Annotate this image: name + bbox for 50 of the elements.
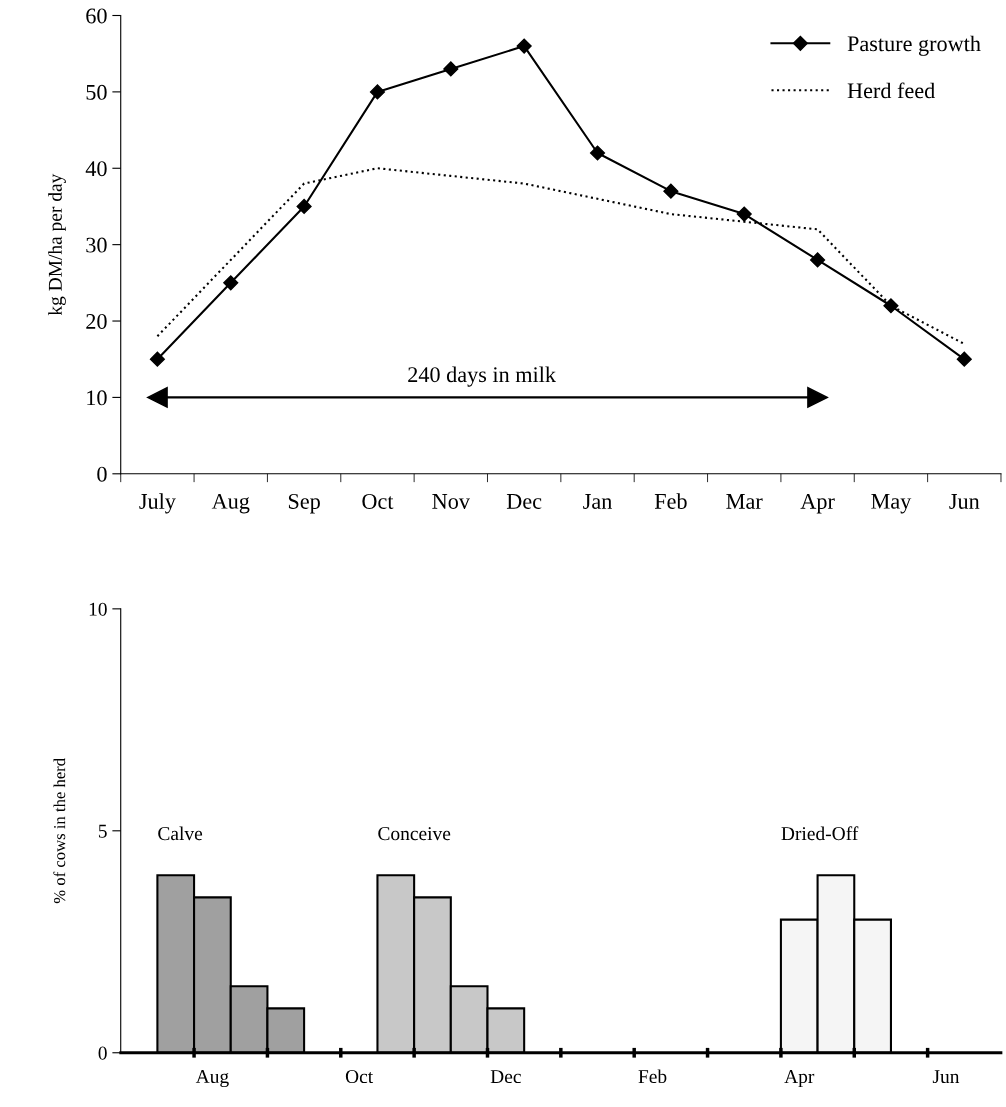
point [810, 252, 826, 268]
x-tick-label: Sep [288, 493, 320, 514]
y-tick-label: 20 [86, 313, 107, 329]
y-tick-label: 10 [89, 602, 107, 616]
x-tick-label: July [139, 493, 176, 514]
x-tick-label: Dec [490, 1070, 521, 1084]
y-tick-label: 30 [86, 237, 107, 253]
point [589, 145, 606, 161]
point [223, 275, 239, 291]
point [516, 38, 532, 54]
x-tick-label: Oct [362, 493, 394, 509]
x-tick-label: Jun [949, 494, 980, 509]
x-tick-label: Feb [638, 1069, 667, 1084]
y-axis-title: % of cows in the herd [53, 758, 66, 904]
y-tick-label: 10 [87, 390, 107, 406]
x-tick-label: Aug [195, 1070, 229, 1088]
x-tick-label: Dec [506, 494, 542, 509]
point [296, 198, 312, 215]
series-label: Calve [158, 826, 203, 841]
y-tick-label: 60 [86, 8, 107, 24]
x-tick-label: Jan [583, 494, 612, 509]
legend-label: Pasture growth [847, 35, 981, 56]
x-tick-label: Nov [432, 494, 470, 509]
point [443, 61, 459, 77]
legend-label: Herd feed [847, 82, 935, 99]
y-axis-title: kg DM/ha per day [48, 173, 66, 316]
series-label: Dried-Off [781, 826, 859, 841]
y-tick-label: 0 [98, 1046, 107, 1060]
y-tick-label: 50 [86, 84, 107, 100]
annotation: 240 days in milk [408, 366, 556, 387]
x-tick-label: Apr [784, 1070, 815, 1088]
x-tick-label: Oct [345, 1070, 374, 1084]
point [736, 206, 752, 222]
y-tick-label: 5 [98, 824, 107, 838]
x-tick-label: Apr [800, 493, 835, 514]
point [146, 386, 168, 408]
point [883, 298, 899, 314]
y-tick-label: 40 [85, 161, 107, 177]
point [956, 351, 972, 367]
point [149, 351, 165, 367]
point [369, 84, 386, 100]
point [807, 386, 829, 408]
x-tick-label: May [871, 494, 912, 514]
x-tick-label: Feb [654, 493, 687, 509]
series-label: Conceive [378, 827, 451, 841]
x-tick-label: Mar [726, 494, 763, 509]
x-tick-label: Aug [211, 493, 250, 514]
point [663, 183, 679, 199]
y-tick-label: 0 [97, 466, 107, 482]
x-tick-label: Jun [932, 1070, 960, 1084]
